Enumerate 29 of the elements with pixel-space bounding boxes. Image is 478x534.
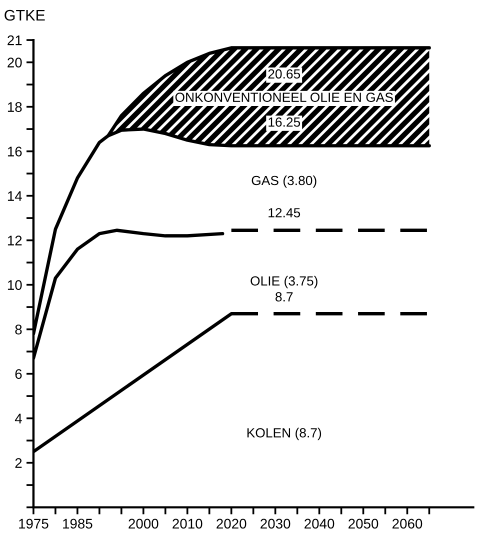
y-tick-label: 16 — [8, 146, 22, 156]
annotation: KOLEN (8.7) — [247, 428, 322, 440]
x-tick-label: 1985 — [63, 518, 92, 529]
y-tick-label: 20 — [8, 58, 22, 68]
annotation: 20.65 — [268, 69, 300, 79]
y-tick-label: 6 — [15, 369, 22, 379]
y-tick-label: 12 — [8, 236, 22, 246]
y-tick-label: 10 — [8, 280, 22, 290]
y-tick-label: 14 — [8, 191, 22, 201]
annotation: 16.25 — [268, 117, 300, 127]
annotation: GAS (3.80) — [252, 175, 316, 188]
annotation: ONKONVENTIONEEL OLIE EN GAS — [175, 92, 393, 102]
y-tick-label: 8 — [15, 324, 22, 334]
x-tick-label: 2040 — [304, 518, 334, 529]
y-tick-label: 4 — [14, 414, 22, 424]
x-tick-label: 2020 — [216, 518, 246, 529]
annotation: 8.7 — [276, 292, 293, 302]
y-axis-title: GTKE — [4, 10, 45, 21]
annotation: 12.45 — [268, 208, 300, 218]
x-tick-label: 2030 — [260, 518, 290, 529]
x-tick-label: 2000 — [128, 518, 158, 529]
x-tick-label: 2060 — [392, 518, 422, 529]
x-tick-label: 2010 — [172, 518, 202, 529]
annotation: OLIE (3.75) — [250, 276, 318, 288]
x-tick-label: 2050 — [348, 518, 378, 529]
y-tick-label: 21 — [8, 35, 22, 46]
y-tick-label: 18 — [8, 102, 22, 112]
y-tick-label: 2 — [15, 458, 22, 468]
x-tick-label: 1975 — [19, 518, 48, 529]
